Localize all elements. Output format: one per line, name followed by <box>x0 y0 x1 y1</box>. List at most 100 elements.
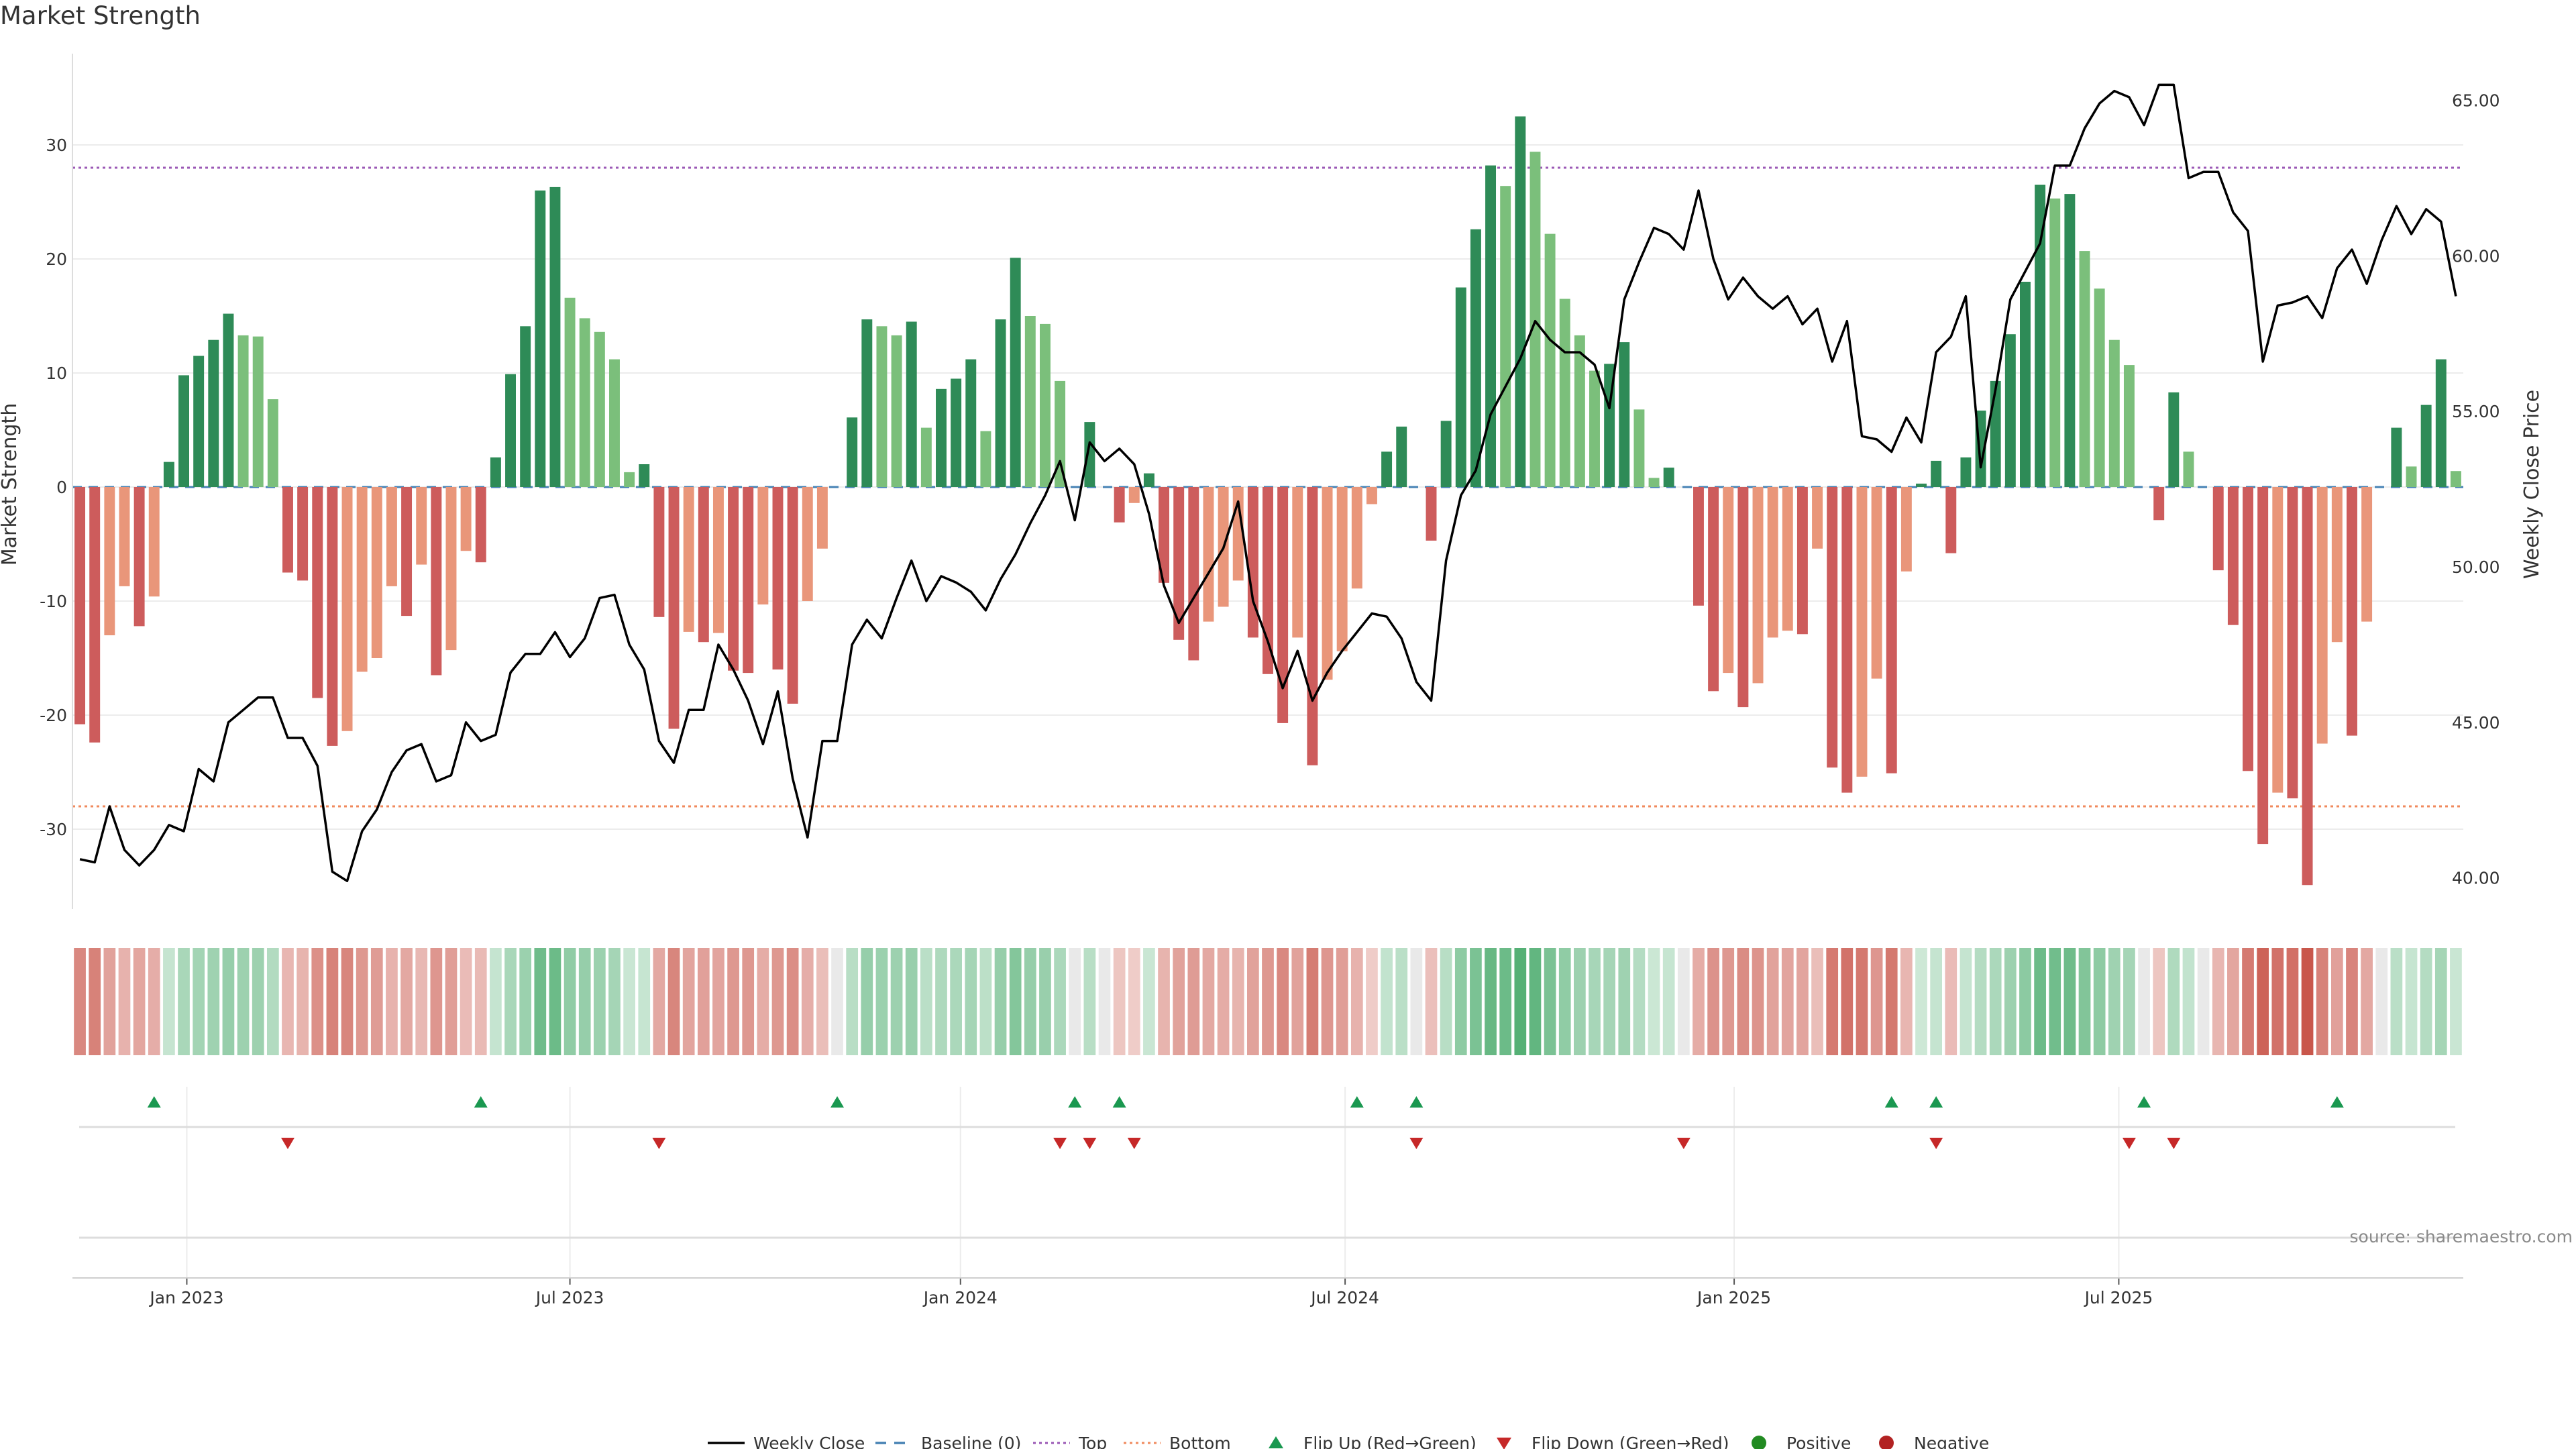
strength-bar <box>920 427 932 487</box>
x-tick-label: Jan 2023 <box>148 1288 223 1307</box>
strength-bar <box>787 487 798 704</box>
strength-bar <box>847 417 858 487</box>
strength-bar <box>1292 487 1303 638</box>
flip-up-marker <box>830 1096 845 1108</box>
heat-cell <box>504 948 517 1055</box>
strength-bar <box>1916 483 1927 487</box>
heat-cell <box>712 948 724 1055</box>
heat-cell <box>682 948 695 1055</box>
strength-bar <box>1767 487 1778 638</box>
flip-up-marker <box>2330 1096 2344 1108</box>
flip-up-marker <box>1350 1096 1364 1108</box>
heat-cell <box>1856 948 1868 1055</box>
strength-bar <box>2153 487 2165 521</box>
strength-bar <box>891 335 902 487</box>
strength-bar <box>1396 426 1407 487</box>
strength-bar <box>1886 487 1897 773</box>
y-tick-label: 0 <box>56 478 67 497</box>
strength-bar <box>1648 478 1660 487</box>
strength-bar <box>2391 427 2402 487</box>
heat-cell <box>623 948 635 1055</box>
strength-bar <box>178 375 189 487</box>
heat-cell <box>1440 948 1452 1055</box>
heat-cell <box>2390 948 2403 1055</box>
legend-label: Baseline (0) <box>921 1434 1021 1449</box>
heat-cell <box>742 948 755 1055</box>
heat-cell <box>1336 948 1348 1055</box>
flip-up-marker <box>1929 1096 1943 1108</box>
strength-bar <box>2272 487 2284 793</box>
strength-bar <box>2243 487 2253 771</box>
heat-cell <box>2330 948 2343 1055</box>
strength-bar <box>1663 468 1674 487</box>
heat-cell <box>1425 948 1438 1055</box>
strength-bar <box>2123 365 2135 487</box>
heat-cell <box>2420 948 2432 1055</box>
strength-bar <box>371 487 382 658</box>
strength-bar <box>1723 487 1734 674</box>
y2-tick-label: 45.00 <box>2452 713 2500 733</box>
heat-cell <box>1662 948 1675 1055</box>
heat-cell <box>2227 948 2239 1055</box>
x-tick-label: Jul 2024 <box>1309 1288 1379 1307</box>
strength-bar <box>1440 421 1452 487</box>
heat-cell <box>490 948 502 1055</box>
strength-bar <box>2108 339 2120 487</box>
strength-bar <box>772 487 784 669</box>
heat-cell <box>2301 948 2314 1055</box>
heat-cell <box>386 948 398 1055</box>
heat-cell <box>1737 948 1750 1055</box>
strength-bar <box>252 336 264 487</box>
strength-bar <box>594 331 605 487</box>
strength-bar <box>386 487 397 586</box>
heat-cell <box>193 948 205 1055</box>
heat-cell <box>816 948 828 1055</box>
heat-cell <box>1485 948 1497 1055</box>
strength-bar <box>1055 380 1066 487</box>
flip-down-marker <box>1053 1138 1067 1149</box>
heat-cell <box>400 948 413 1055</box>
heat-cell <box>638 948 651 1055</box>
strength-bar <box>1455 287 1466 487</box>
strength-bar <box>2049 198 2061 487</box>
strength-bar <box>1515 116 1526 487</box>
heat-cell <box>222 948 235 1055</box>
strength-bar <box>1529 152 1541 487</box>
heat-cell <box>2257 948 2269 1055</box>
strength-bar <box>906 321 917 487</box>
heat-cell <box>2316 948 2328 1055</box>
y-tick-label: 30 <box>46 136 67 155</box>
strength-bar <box>505 374 517 487</box>
strength-bar <box>653 487 665 617</box>
strength-bar <box>2212 487 2224 571</box>
flip-down-marker <box>652 1138 666 1149</box>
heat-cell <box>430 948 443 1055</box>
strength-bar <box>2079 251 2090 487</box>
strength-bar <box>876 326 888 487</box>
heat-cell <box>297 948 309 1055</box>
heat-cell <box>1470 948 1482 1055</box>
strength-bar <box>104 487 115 635</box>
heat-cell <box>370 948 383 1055</box>
heat-cell <box>1381 948 1393 1055</box>
heat-cell <box>1083 948 1096 1055</box>
flip-down-marker <box>1083 1138 1097 1149</box>
heat-cell <box>653 948 665 1055</box>
heat-cell <box>2019 948 2031 1055</box>
strength-bar <box>401 487 413 616</box>
heat-cell <box>757 948 769 1055</box>
heat-cell <box>415 948 428 1055</box>
weekly-close-line <box>79 83 2457 883</box>
heat-cell <box>1915 948 1927 1055</box>
strength-bar <box>1931 460 1942 487</box>
heat-cell <box>1558 948 1571 1055</box>
strength-bar <box>698 487 709 643</box>
heat-cell <box>1217 948 1230 1055</box>
heat-cell <box>994 948 1007 1055</box>
strength-bar <box>1990 380 2001 487</box>
strength-bar <box>460 487 472 551</box>
heat-cell <box>2063 948 2076 1055</box>
strength-bar <box>445 487 457 651</box>
heat-cell <box>2375 948 2388 1055</box>
heat-cell <box>1722 948 1735 1055</box>
